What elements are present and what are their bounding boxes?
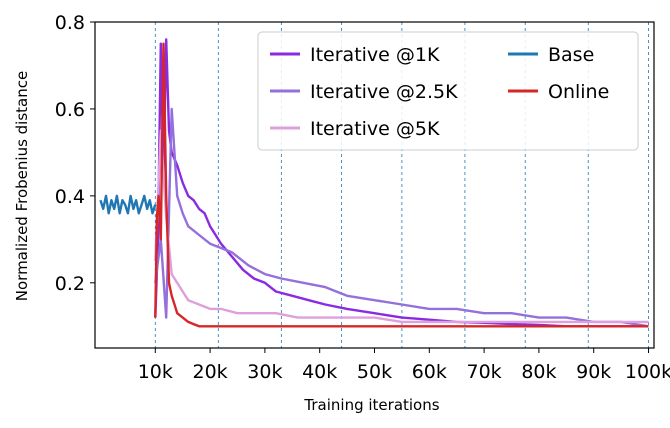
legend-label: Iterative @2.5K: [310, 81, 458, 103]
series-line-base: [99, 194, 157, 215]
y-tick-label: 0.4: [55, 186, 85, 208]
series-line-online: [154, 42, 649, 328]
x-tick-label: 10k: [138, 361, 173, 383]
legend-box: [257, 31, 639, 151]
legend-label: Base: [548, 44, 594, 66]
x-tick-label: 30k: [247, 361, 282, 383]
legend-label: Iterative @1K: [310, 44, 440, 66]
y-tick-label: 0.8: [55, 12, 85, 34]
y-tick-label: 0.6: [55, 99, 85, 121]
legend: Iterative @1K Iterative @2.5K Iterative @5…: [257, 31, 639, 151]
series-line-iterative-2-5k: [154, 107, 649, 328]
x-tick-label: 40k: [302, 361, 337, 383]
legend-label: Iterative @5K: [310, 118, 440, 140]
x-tick-label: 100k: [625, 361, 670, 383]
x-tick-label: 20k: [192, 361, 227, 383]
series-line-iterative-5k: [154, 129, 649, 324]
y-tick-label: 0.2: [55, 273, 85, 295]
x-tick-label: 50k: [357, 361, 392, 383]
legend-label: Online: [548, 81, 609, 103]
x-tick-label: 60k: [412, 361, 447, 383]
y-axis-label: Normalized Frobenius distance: [13, 71, 31, 301]
x-tick-label: 80k: [521, 361, 556, 383]
x-tick-label: 70k: [467, 361, 502, 383]
x-axis-label: Training iterations: [303, 396, 439, 414]
x-tick-label: 90k: [576, 361, 611, 383]
